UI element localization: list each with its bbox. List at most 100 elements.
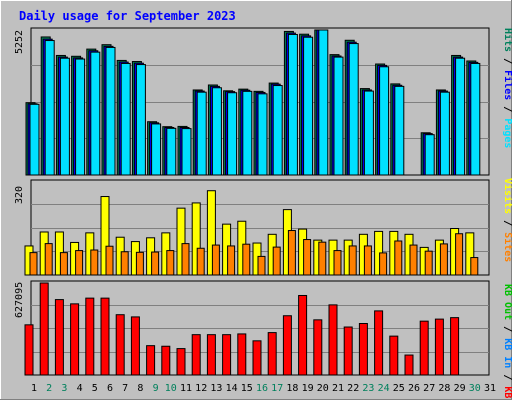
sites-bar <box>363 245 372 276</box>
pages-bar <box>363 90 374 176</box>
pages-bar <box>59 57 70 176</box>
pages-bar <box>151 123 162 176</box>
day-label: 30 <box>469 383 481 394</box>
legend-middle-item: Visits <box>502 178 512 214</box>
sites-bar <box>59 252 68 276</box>
chart-title: Daily usage for September 2023 <box>19 9 236 23</box>
day-label: 9 <box>153 383 159 394</box>
sites-bar <box>242 243 251 276</box>
day-label: 23 <box>362 383 374 394</box>
pages-bar <box>287 33 298 176</box>
kbf-bar <box>85 297 95 376</box>
kbytes-panel <box>24 280 490 376</box>
sites-bar <box>424 250 433 276</box>
sites-bar <box>470 257 479 276</box>
pages-bar <box>29 103 40 176</box>
legend-middle-item: Sites <box>502 226 512 262</box>
sites-bar <box>303 239 312 276</box>
legend-top-item: Pages <box>502 112 512 148</box>
sites-bar <box>287 230 296 276</box>
sites-bar <box>75 250 84 276</box>
legend-bottom-item: / <box>502 368 512 380</box>
legend-bottom-item: KB In <box>502 332 512 368</box>
sites-bar <box>318 241 327 276</box>
legend-top-item: Hits <box>502 28 512 52</box>
day-label: 29 <box>454 383 466 394</box>
day-label: 13 <box>210 383 222 394</box>
kbf-bar <box>54 299 64 376</box>
pages-bar <box>257 93 268 176</box>
visits-bar <box>465 232 475 276</box>
kbf-bar <box>191 334 201 376</box>
day-label: 5 <box>92 383 98 394</box>
pages-bar <box>394 85 405 176</box>
sites-bar <box>333 250 342 276</box>
legend-bottom-item: KB F <box>502 380 512 400</box>
kbf-bar <box>282 315 292 376</box>
pages-bar <box>242 90 253 176</box>
pages-bar <box>44 40 55 176</box>
legend-top-item: Files <box>502 64 512 100</box>
kbf-bar <box>237 333 247 376</box>
sites-bar <box>105 245 114 276</box>
day-label: 18 <box>286 383 298 394</box>
kbf-bar <box>267 332 277 376</box>
kbf-bar <box>161 345 171 376</box>
day-label: 24 <box>378 383 390 394</box>
pages-bar <box>75 58 86 176</box>
kbf-bar <box>146 345 156 376</box>
pages-bar <box>211 87 222 176</box>
pages-bar <box>120 62 131 176</box>
legend-top-item: / <box>502 52 512 64</box>
day-label: 2 <box>46 383 52 394</box>
day-label: 20 <box>317 383 329 394</box>
day-label: 31 <box>484 383 496 394</box>
day-label: 12 <box>195 383 207 394</box>
kbf-bar <box>374 310 384 376</box>
sites-bar <box>29 252 38 276</box>
pages-bar <box>166 127 177 176</box>
middle-legend: Visits / Sites <box>502 178 512 262</box>
pages-bar <box>424 134 435 176</box>
kbf-bar <box>70 303 80 376</box>
pages-bar <box>470 62 481 176</box>
kbf-bar <box>252 340 262 376</box>
kbf-bar <box>328 304 338 376</box>
sites-bar <box>135 251 144 276</box>
middle-ymax-label: 320 <box>14 186 25 204</box>
sites-bar <box>211 244 220 276</box>
visits-bar <box>206 190 216 276</box>
kbf-bar <box>343 326 353 376</box>
pages-bar <box>181 128 192 176</box>
kbf-bar <box>100 297 110 376</box>
sites-bar <box>409 244 418 276</box>
visits-sites-panel <box>24 179 490 276</box>
kbf-bar <box>176 348 186 376</box>
pages-bar <box>333 56 344 176</box>
sites-bar <box>196 247 205 276</box>
sites-bar <box>151 251 160 276</box>
pages-bar <box>318 29 329 176</box>
sites-bar <box>379 252 388 276</box>
day-label: 27 <box>423 383 435 394</box>
visits-bar <box>191 202 201 276</box>
sites-bar <box>227 245 236 276</box>
bottom-ymax-label: 627095 <box>14 282 25 318</box>
kbf-bar <box>206 334 216 376</box>
day-label: 7 <box>122 383 128 394</box>
pages-bar <box>272 85 283 176</box>
day-label: 19 <box>302 383 314 394</box>
sites-bar <box>44 243 53 276</box>
sites-bar <box>166 250 175 276</box>
kbf-bar <box>313 319 323 376</box>
sites-bar <box>394 240 403 276</box>
kbf-bar <box>39 282 49 376</box>
top-ymax-label: 5252 <box>14 30 25 54</box>
sites-bar <box>455 233 464 276</box>
pages-bar <box>135 64 146 176</box>
kbf-bar <box>434 318 444 376</box>
day-label: 21 <box>332 383 344 394</box>
kbf-bar <box>358 323 368 376</box>
day-label: 1 <box>31 383 37 394</box>
kbf-bar <box>130 316 140 376</box>
